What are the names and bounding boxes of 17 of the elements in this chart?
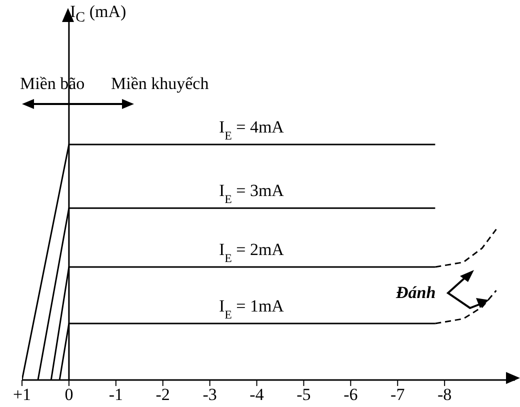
x-tick-label: -4	[250, 385, 264, 404]
x-tick-label: -3	[202, 385, 217, 404]
x-tick-label: -5	[296, 385, 311, 404]
series-label: I$_{E}$ = 1mA	[218, 296, 285, 322]
annotation: Đánh	[396, 283, 436, 302]
x-tick-label: -7	[390, 385, 406, 404]
x-tick-label: 0	[64, 385, 74, 404]
x-tick-label: -1	[108, 385, 123, 404]
series-label: I$_{E}$ = 3mA	[218, 181, 285, 206]
x-tick-label: -8	[437, 385, 452, 404]
text: I$_{C}$ (mA)	[70, 2, 126, 26]
x-tick-label: -6	[344, 385, 358, 404]
series-label: I$_{E}$ = 4mA	[218, 118, 285, 143]
series-label: I$_{E}$ = 2mA	[218, 240, 285, 265]
text: Miền khuyếch	[111, 74, 209, 93]
x-tick-label: -2	[156, 385, 170, 404]
x-tick-label: +1	[12, 385, 32, 404]
